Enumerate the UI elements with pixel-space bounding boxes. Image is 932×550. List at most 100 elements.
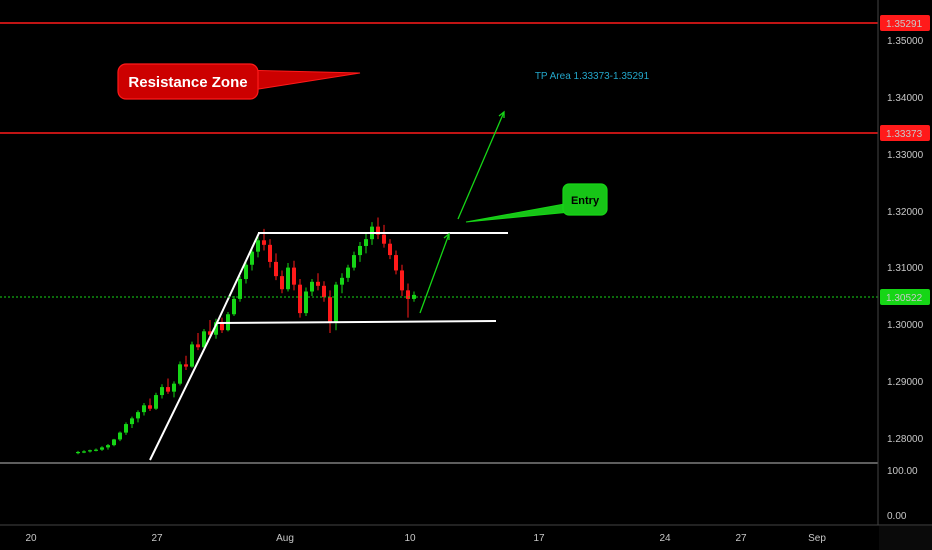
candle (184, 364, 188, 367)
candle (196, 344, 200, 348)
indicator-tick-2: 0.00 (887, 511, 907, 522)
candle (382, 234, 386, 244)
candle (118, 432, 122, 440)
candle (322, 285, 326, 298)
trend-line (214, 232, 260, 328)
candle (304, 291, 308, 314)
candle (76, 451, 80, 454)
time-tick-2: 27 (151, 533, 163, 544)
time-tick-8: Sep (808, 533, 826, 544)
candle (268, 244, 272, 262)
candle (298, 284, 302, 314)
time-axis: 20 27 Aug 10 17 24 27 Sep (0, 524, 932, 544)
level-badge-1 (880, 15, 930, 31)
candle (364, 239, 368, 246)
candle (334, 284, 338, 322)
candle (280, 276, 284, 290)
target-arrow-1-head (443, 232, 450, 240)
corner-box (879, 526, 932, 550)
callouts-layer: Resistance Zone Entry TP Area 1.33373-1.… (117, 63, 650, 223)
candle (406, 290, 410, 299)
right-axis: 1.35000 1.34000 1.33000 1.32000 1.31000 … (877, 0, 930, 525)
candles-layer (76, 217, 416, 455)
candle (112, 439, 116, 446)
candle (130, 418, 134, 425)
level-badge-2-text: 1.33373 (886, 129, 923, 140)
candle (106, 445, 110, 448)
levels-layer (0, 22, 878, 298)
trend-line-lower (149, 326, 216, 461)
time-tick-5: 17 (533, 533, 545, 544)
entry-callout[interactable] (562, 183, 608, 216)
candle (172, 383, 176, 392)
candle (142, 405, 146, 413)
candle (160, 387, 164, 396)
candle (388, 243, 392, 256)
candle (94, 449, 98, 451)
time-tick-7: 27 (735, 533, 747, 544)
candle (136, 412, 140, 419)
target-arrow-1 (419, 233, 450, 314)
time-tick-4: 10 (404, 533, 416, 544)
candle (310, 281, 314, 292)
level-badge-2 (880, 125, 930, 141)
candle (232, 298, 236, 315)
price-tick-5: 1.31000 (887, 263, 924, 274)
candle (154, 395, 158, 409)
channel-bottom-line (216, 320, 497, 324)
tp-area-label: TP Area 1.33373-1.35291 (535, 71, 650, 82)
candle (262, 240, 266, 245)
candle (328, 297, 332, 322)
price-tick-7: 1.29000 (887, 377, 924, 388)
candle (148, 405, 152, 409)
entry-label: Entry (571, 195, 600, 207)
resistance-label: Resistance Zone (128, 74, 247, 91)
channel-layer (149, 232, 508, 461)
candle (292, 267, 296, 285)
candle (340, 277, 344, 285)
candle (166, 387, 170, 392)
candle (352, 255, 356, 268)
candle (238, 278, 242, 299)
candle (244, 264, 248, 279)
time-tick-1: 20 (25, 533, 37, 544)
candle (286, 267, 290, 290)
price-tick-8: 1.28000 (887, 434, 924, 445)
price-tick-6: 1.30000 (887, 320, 924, 331)
candle (250, 251, 254, 265)
candle (202, 331, 206, 348)
candle (214, 322, 218, 335)
resistance-callout[interactable] (117, 63, 259, 100)
price-tick-2: 1.34000 (887, 93, 924, 104)
candle (220, 322, 224, 331)
candle (376, 226, 380, 235)
price-tick-4: 1.32000 (887, 207, 924, 218)
candle (190, 344, 194, 367)
price-tick-1: 1.35000 (887, 36, 924, 47)
level-badge-3 (880, 289, 930, 305)
time-tick-6: 24 (659, 533, 671, 544)
time-tick-3: Aug (276, 533, 294, 544)
candle (274, 261, 278, 277)
candle (88, 450, 92, 452)
arrows-layer (419, 110, 505, 314)
indicator-tick-1: 100.00 (887, 466, 918, 477)
level-badge-3-text: 1.30522 (886, 293, 923, 304)
candle (346, 267, 350, 278)
candle (124, 424, 128, 433)
price-tick-3: 1.33000 (887, 150, 924, 161)
candle (316, 281, 320, 286)
candle (100, 447, 104, 450)
candle (358, 245, 362, 256)
candle (394, 255, 398, 271)
target-arrow-2 (457, 111, 505, 220)
candle (208, 331, 212, 335)
candle (256, 240, 260, 252)
target-arrow-2-head (498, 110, 505, 118)
candle (400, 270, 404, 291)
candle (178, 364, 182, 384)
level-badge-1-text: 1.35291 (886, 19, 923, 30)
entry-callout-pointer (465, 202, 571, 223)
candle (82, 451, 86, 453)
